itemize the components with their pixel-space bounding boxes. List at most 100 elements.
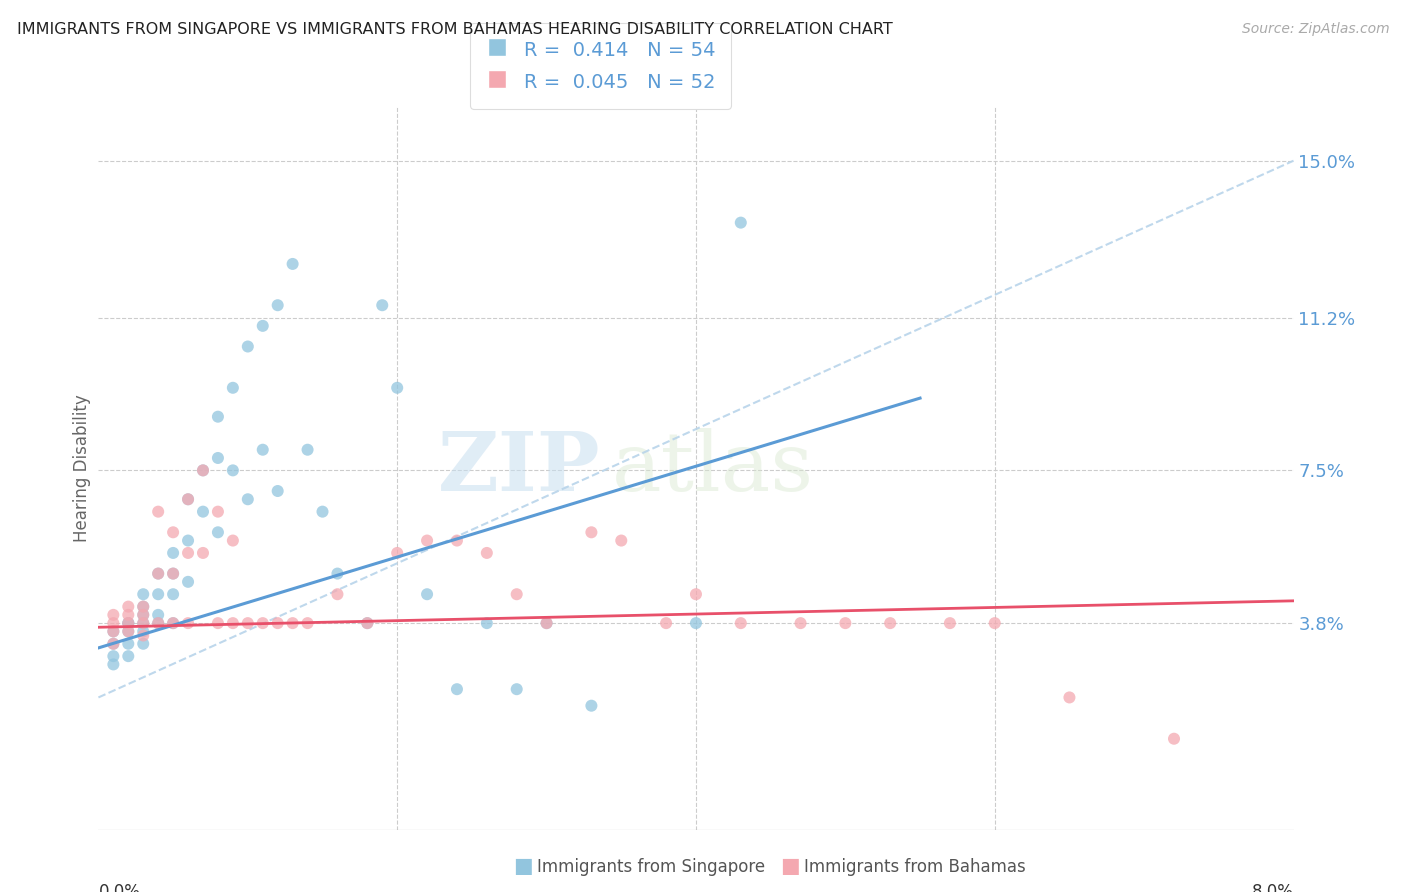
Point bbox=[162, 587, 184, 601]
Point bbox=[117, 607, 139, 622]
Point bbox=[177, 492, 200, 507]
Text: IMMIGRANTS FROM SINGAPORE VS IMMIGRANTS FROM BAHAMAS HEARING DISABILITY CORRELAT: IMMIGRANTS FROM SINGAPORE VS IMMIGRANTS … bbox=[17, 22, 893, 37]
Point bbox=[475, 546, 498, 560]
Point bbox=[148, 505, 170, 519]
Text: 0.0%: 0.0% bbox=[98, 883, 141, 892]
Point bbox=[789, 616, 811, 631]
Point bbox=[581, 525, 603, 540]
Point bbox=[252, 616, 274, 631]
Point bbox=[103, 607, 125, 622]
Point bbox=[475, 616, 498, 631]
Point bbox=[267, 298, 290, 312]
Point bbox=[685, 616, 707, 631]
Point bbox=[117, 624, 139, 639]
Point bbox=[162, 525, 184, 540]
Point bbox=[148, 616, 170, 631]
Point bbox=[191, 463, 214, 477]
Point bbox=[162, 616, 184, 631]
Point bbox=[117, 599, 139, 614]
Point bbox=[148, 616, 170, 631]
Point bbox=[103, 649, 125, 664]
Point bbox=[103, 637, 125, 651]
Point bbox=[385, 546, 409, 560]
Point bbox=[536, 616, 558, 631]
Point bbox=[117, 624, 139, 639]
Point bbox=[117, 616, 139, 631]
Point bbox=[252, 318, 274, 333]
Point bbox=[1059, 690, 1081, 705]
Point bbox=[252, 442, 274, 457]
Point bbox=[177, 492, 200, 507]
Point bbox=[506, 587, 529, 601]
Point bbox=[356, 616, 378, 631]
Point bbox=[207, 505, 229, 519]
Point bbox=[984, 616, 1007, 631]
Point bbox=[236, 339, 259, 353]
Point bbox=[177, 533, 200, 548]
Point bbox=[191, 546, 214, 560]
Point bbox=[222, 616, 245, 631]
Point bbox=[506, 682, 529, 697]
Text: atlas: atlas bbox=[613, 428, 814, 508]
Point bbox=[148, 607, 170, 622]
Point bbox=[222, 533, 245, 548]
Point bbox=[177, 574, 200, 589]
Point bbox=[207, 616, 229, 631]
Point bbox=[297, 616, 319, 631]
Point bbox=[834, 616, 856, 631]
Point bbox=[191, 463, 214, 477]
Legend: R =  0.414   N = 54, R =  0.045   N = 52: R = 0.414 N = 54, R = 0.045 N = 52 bbox=[470, 23, 731, 109]
Point bbox=[132, 599, 155, 614]
Point bbox=[117, 616, 139, 631]
Point bbox=[162, 546, 184, 560]
Point bbox=[1163, 731, 1185, 746]
Point bbox=[177, 546, 200, 560]
Point bbox=[132, 587, 155, 601]
Point bbox=[730, 216, 752, 230]
Point bbox=[536, 616, 558, 631]
Point bbox=[281, 616, 304, 631]
Text: 8.0%: 8.0% bbox=[1251, 883, 1294, 892]
Text: Source: ZipAtlas.com: Source: ZipAtlas.com bbox=[1241, 22, 1389, 37]
Point bbox=[730, 616, 752, 631]
Point bbox=[416, 587, 439, 601]
Point bbox=[177, 616, 200, 631]
Point bbox=[132, 616, 155, 631]
Point bbox=[207, 525, 229, 540]
Point bbox=[879, 616, 901, 631]
Point bbox=[236, 616, 259, 631]
Point bbox=[148, 566, 170, 581]
Y-axis label: Hearing Disability: Hearing Disability bbox=[73, 394, 91, 542]
Point bbox=[446, 682, 468, 697]
Point bbox=[446, 533, 468, 548]
Point bbox=[222, 463, 245, 477]
Text: Immigrants from Singapore: Immigrants from Singapore bbox=[537, 858, 765, 876]
Point bbox=[132, 616, 155, 631]
Point bbox=[103, 624, 125, 639]
Point bbox=[132, 607, 155, 622]
Text: ■: ■ bbox=[780, 856, 800, 876]
Point bbox=[191, 505, 214, 519]
Point bbox=[371, 298, 394, 312]
Point bbox=[297, 442, 319, 457]
Point bbox=[117, 616, 139, 631]
Point bbox=[581, 698, 603, 713]
Point bbox=[162, 616, 184, 631]
Point bbox=[132, 607, 155, 622]
Point bbox=[281, 257, 304, 271]
Point bbox=[655, 616, 678, 631]
Point bbox=[610, 533, 633, 548]
Point bbox=[385, 381, 409, 395]
Point bbox=[685, 587, 707, 601]
Text: Immigrants from Bahamas: Immigrants from Bahamas bbox=[804, 858, 1026, 876]
Point bbox=[117, 649, 139, 664]
Point bbox=[117, 637, 139, 651]
Point bbox=[132, 637, 155, 651]
Point bbox=[162, 566, 184, 581]
Point bbox=[356, 616, 378, 631]
Point bbox=[132, 628, 155, 642]
Point bbox=[939, 616, 962, 631]
Point bbox=[326, 566, 349, 581]
Point bbox=[416, 533, 439, 548]
Point bbox=[207, 409, 229, 424]
